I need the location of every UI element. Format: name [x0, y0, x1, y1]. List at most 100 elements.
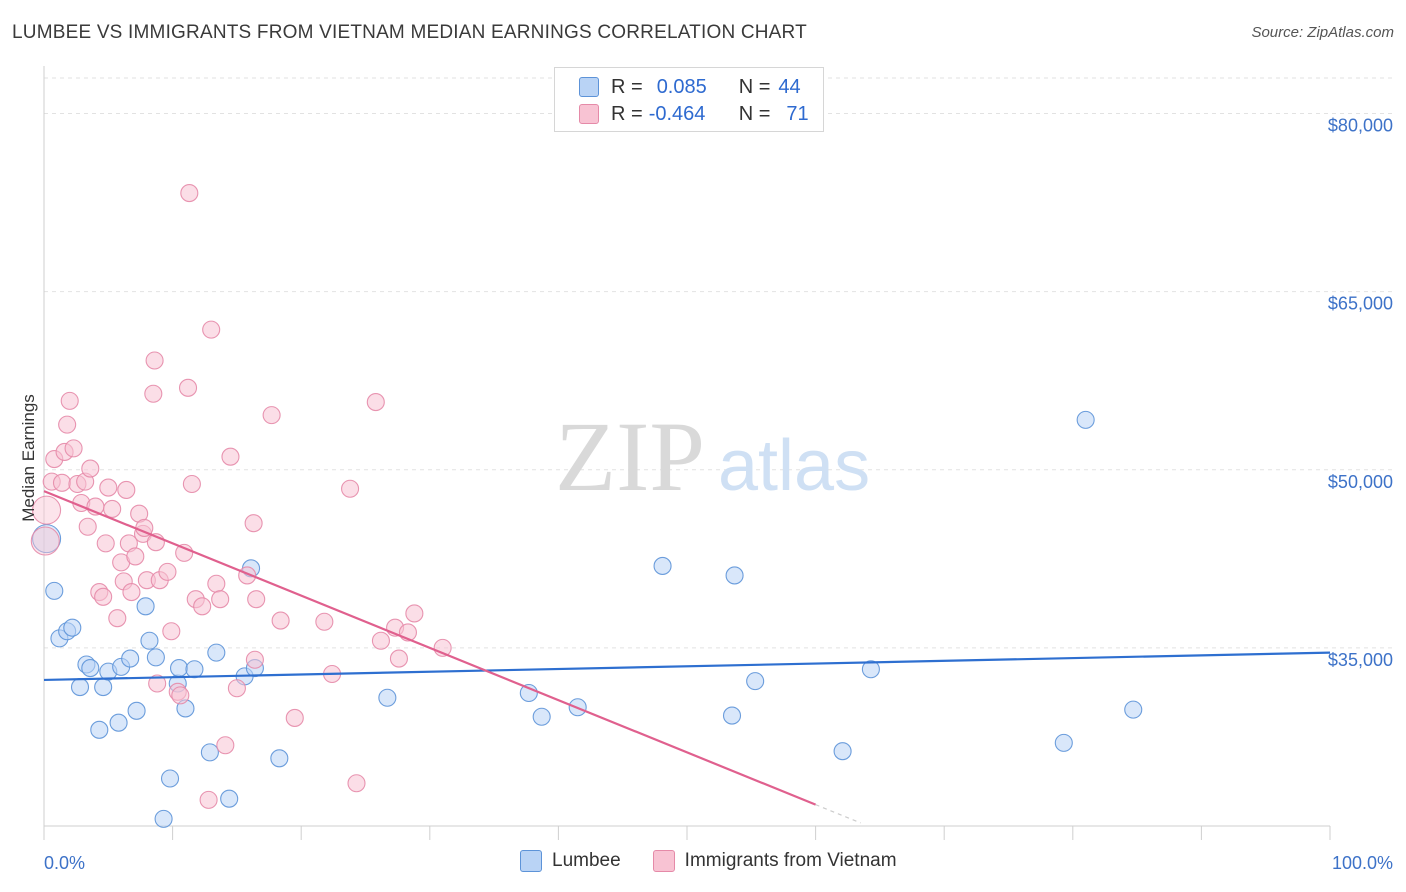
vietnam-point	[271, 611, 290, 630]
lumbee-r-label: R =	[611, 75, 643, 98]
y-tick-label: $50,000	[1328, 472, 1393, 492]
vietnam-point	[178, 378, 198, 397]
lumbee-legend-swatch	[520, 850, 542, 872]
vietnam-legend-label: Immigrants from Vietnam	[684, 850, 897, 871]
lumbee-n-value: 44	[778, 75, 801, 98]
vietnam-point	[207, 574, 226, 593]
vietnam-point	[371, 631, 390, 650]
vietnam-swatch	[579, 104, 599, 124]
lumbee-point	[146, 648, 165, 667]
watermark-atlas: atlas	[718, 426, 870, 506]
x-tick-label-max: 100.0%	[1332, 853, 1393, 873]
lumbee-point	[136, 597, 155, 616]
vietnam-point	[158, 562, 177, 581]
vietnam-point	[389, 649, 408, 668]
vietnam-point	[58, 415, 77, 434]
vietnam-point	[122, 583, 141, 602]
vietnam-point	[103, 499, 122, 518]
vietnam-point	[60, 391, 79, 410]
lumbee-point	[725, 566, 744, 585]
lumbee-point	[169, 659, 189, 678]
lumbee-trend-line	[43, 651, 1331, 682]
lumbee-point	[722, 706, 742, 725]
vietnam-point	[366, 393, 385, 412]
vietnam-r-label: R =	[611, 102, 643, 125]
vietnam-point	[199, 790, 218, 809]
vietnam-point	[145, 351, 164, 370]
vietnam-point	[171, 686, 190, 705]
lumbee-point	[63, 618, 82, 637]
vietnam-point	[247, 590, 266, 609]
vietnam-trend-line	[43, 490, 817, 806]
watermark-zip: ZIP	[555, 401, 705, 512]
vietnam-point	[341, 479, 360, 498]
vietnam-point	[245, 650, 264, 669]
lumbee-point	[45, 581, 64, 600]
lumbee-point	[109, 713, 128, 732]
vietnam-point	[81, 459, 100, 478]
source-credit: Source: ZipAtlas.com	[1251, 24, 1394, 41]
vietnam-n-value: 71	[786, 102, 809, 125]
lumbee-point	[378, 688, 397, 707]
vietnam-point	[99, 478, 118, 497]
lumbee-r-value: 0.085	[656, 75, 707, 98]
vietnam-point	[162, 622, 181, 641]
vietnam-point	[52, 473, 72, 492]
vietnam-point	[405, 604, 424, 623]
lumbee-point	[160, 769, 180, 788]
axis-labels: $80,000 $65,000 $50,000 $35,000 0.0% 100.0% Me…	[19, 116, 1393, 874]
lumbee-point	[220, 789, 239, 808]
lumbee-point	[70, 678, 90, 697]
lumbee-n-label: N =	[738, 75, 771, 98]
vietnam-point	[64, 439, 83, 458]
vietnam-point	[202, 320, 221, 339]
vietnam-legend-swatch	[652, 850, 675, 872]
vietnam-point	[347, 774, 366, 793]
axes	[43, 66, 1331, 840]
trend-lines	[43, 490, 1331, 824]
watermark: ZIP atlas	[555, 401, 870, 512]
lumbee-point	[653, 556, 672, 575]
vietnam-point	[144, 384, 163, 403]
vietnam-point	[227, 679, 246, 698]
vietnam-point	[244, 514, 263, 533]
legend-item-vietnam[interactable]: Immigrants from Vietnam	[652, 850, 897, 872]
vietnam-point	[182, 474, 201, 494]
lumbee-point	[532, 707, 551, 726]
lumbee-point	[270, 749, 289, 768]
vietnam-r-value: -0.464	[648, 102, 706, 125]
lumbee-point	[1124, 700, 1143, 719]
vietnam-point	[96, 534, 115, 553]
vietnam-point	[108, 609, 127, 628]
lumbee-legend-label: Lumbee	[552, 850, 621, 871]
lumbee-point	[746, 672, 765, 691]
lumbee-point	[185, 660, 204, 679]
vietnam-point	[315, 612, 334, 631]
lumbee-point	[200, 743, 219, 762]
lumbee-point	[121, 649, 140, 668]
vietnam-point	[285, 708, 304, 727]
vietnam-point	[262, 406, 281, 425]
y-axis-label: Median Earnings	[19, 394, 38, 522]
vietnam-point	[216, 736, 235, 755]
vietnam-point	[117, 480, 136, 499]
lumbee-point	[1054, 733, 1073, 752]
lumbee-point	[154, 809, 173, 828]
vietnam-trend-extension	[815, 804, 861, 824]
vietnam-point	[193, 597, 212, 616]
vietnam-point	[148, 674, 167, 693]
lumbee-point	[81, 659, 100, 678]
vietnam-point	[211, 590, 230, 609]
vietnam-point	[221, 447, 240, 466]
y-tick-label: $80,000	[1328, 116, 1393, 136]
y-tick-label: $65,000	[1328, 294, 1393, 314]
lumbee-point	[140, 631, 159, 650]
legend-item-lumbee[interactable]: Lumbee	[520, 850, 621, 872]
lumbee-point	[1076, 410, 1095, 429]
legend-row-vietnam: R = -0.464 N = 71	[579, 101, 809, 127]
vietnam-point	[30, 526, 60, 556]
lumbee-point	[127, 701, 146, 720]
vietnam-point	[32, 495, 62, 525]
lumbee-swatch	[579, 77, 599, 97]
